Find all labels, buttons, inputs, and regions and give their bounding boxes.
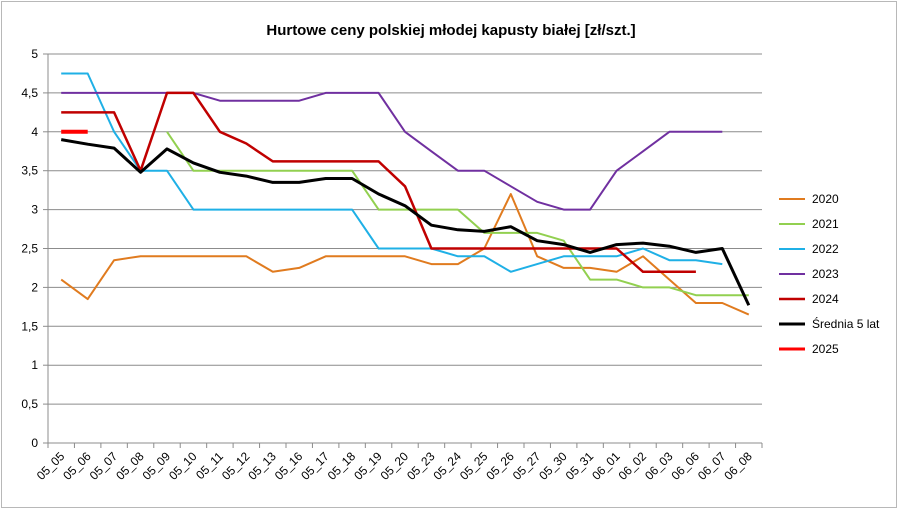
x-tick-label: 06_01 bbox=[589, 449, 623, 483]
y-tick-label: 4 bbox=[31, 125, 38, 139]
legend-label: 2020 bbox=[812, 192, 839, 206]
x-tick-label: 06_06 bbox=[669, 449, 703, 483]
x-tick-label: 05_25 bbox=[457, 449, 491, 483]
x-tick-label: 05_06 bbox=[60, 449, 94, 483]
x-tick-label: 05_19 bbox=[351, 449, 385, 483]
x-tick-label: 05_05 bbox=[34, 449, 68, 483]
legend-label: 2024 bbox=[812, 292, 839, 306]
series-line-2021 bbox=[166, 131, 749, 297]
x-tick-label: 05_11 bbox=[193, 449, 226, 482]
x-tick-label: 05_30 bbox=[536, 449, 570, 483]
x-tick-label: 05_17 bbox=[298, 449, 332, 483]
x-tick-label: 06_08 bbox=[721, 449, 755, 483]
y-tick-label: 3 bbox=[31, 203, 38, 217]
series-line-2020 bbox=[60, 193, 750, 316]
x-tick-label: 05_10 bbox=[166, 449, 200, 483]
x-tick-label: 05_20 bbox=[378, 449, 412, 483]
x-tick-label: 05_24 bbox=[431, 449, 465, 483]
y-tick-label: 5 bbox=[31, 47, 38, 61]
legend-label: 2022 bbox=[812, 242, 839, 256]
y-tick-label: 2,5 bbox=[21, 242, 38, 256]
x-tick-label: 05_08 bbox=[113, 449, 147, 483]
x-tick-label: 06_02 bbox=[616, 449, 650, 483]
series-line-2022 bbox=[61, 72, 723, 273]
chart-title: Hurtowe ceny polskiej młodej kapusty bia… bbox=[266, 22, 635, 39]
x-tick-label: 05_13 bbox=[245, 449, 279, 483]
x-tick-label: 05_07 bbox=[87, 449, 121, 483]
x-tick-label: 05_09 bbox=[140, 449, 174, 483]
y-tick-label: 1 bbox=[31, 358, 38, 372]
x-tick-label: 05_31 bbox=[563, 449, 597, 483]
series-lines bbox=[60, 72, 751, 316]
x-tick-labels: 05_0505_0605_0705_0805_0905_1005_1105_12… bbox=[34, 449, 755, 483]
series-line-2024 bbox=[61, 91, 696, 274]
x-tick-label: 05_27 bbox=[510, 449, 544, 483]
y-tick-label: 0 bbox=[31, 436, 38, 450]
legend-label: 2025 bbox=[812, 342, 839, 356]
legend-label: 2023 bbox=[812, 267, 839, 281]
gridlines bbox=[48, 53, 762, 405]
y-tick-label: 4,5 bbox=[21, 86, 38, 100]
series-line--rednia-5-lat bbox=[60, 138, 751, 306]
legend-label: Średnia 5 lat bbox=[812, 316, 880, 331]
axes bbox=[43, 53, 763, 448]
x-tick-label: 05_12 bbox=[219, 449, 253, 483]
x-tick-label: 05_26 bbox=[483, 449, 517, 483]
x-tick-label: 05_18 bbox=[325, 449, 359, 483]
x-tick-label: 05_23 bbox=[404, 449, 438, 483]
y-tick-label: 1,5 bbox=[21, 319, 38, 333]
y-tick-label: 3,5 bbox=[21, 164, 38, 178]
x-tick-label: 06_03 bbox=[642, 449, 676, 483]
legend-label: 2021 bbox=[812, 217, 839, 231]
y-tick-label: 0,5 bbox=[21, 397, 38, 411]
y-tick-label: 2 bbox=[31, 280, 38, 294]
x-tick-label: 05_16 bbox=[272, 449, 306, 483]
y-tick-labels: 0 0,5 1 1,5 2 2,5 3 3,5 4 4,5 5 bbox=[21, 47, 38, 450]
x-tick-label: 06_07 bbox=[695, 449, 729, 483]
legend: 2020 2021 2022 2023 2024 Średnia 5 lat 2025 bbox=[779, 192, 880, 356]
